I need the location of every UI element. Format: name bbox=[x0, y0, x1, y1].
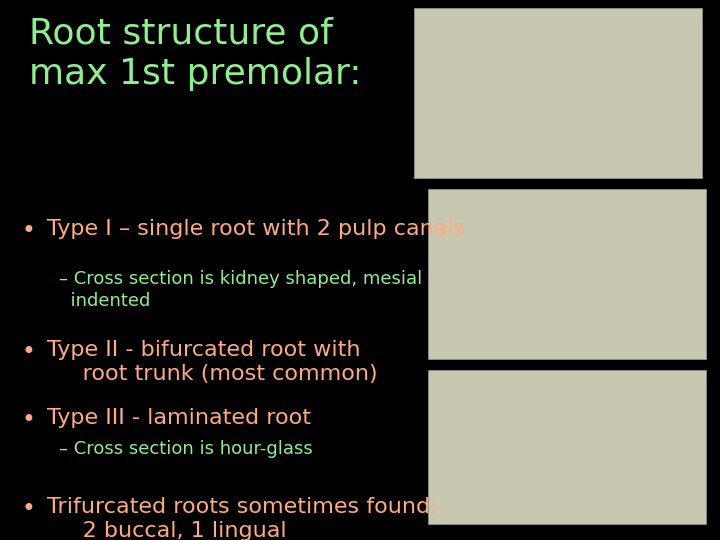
Bar bbox=[428, 370, 706, 524]
Text: – Cross section is hour-glass: – Cross section is hour-glass bbox=[59, 440, 312, 458]
Text: •: • bbox=[22, 340, 35, 364]
Bar bbox=[414, 8, 702, 178]
Text: •: • bbox=[22, 497, 35, 521]
Text: – Cross section is kidney shaped, mesial
  indented: – Cross section is kidney shaped, mesial… bbox=[59, 270, 423, 309]
Text: Type II - bifurcated root with
     root trunk (most common): Type II - bifurcated root with root trun… bbox=[47, 340, 377, 384]
Text: Type I – single root with 2 pulp canals: Type I – single root with 2 pulp canals bbox=[47, 219, 465, 239]
Text: •: • bbox=[22, 219, 35, 242]
Text: Trifurcated roots sometimes found:
     2 buccal, 1 lingual: Trifurcated roots sometimes found: 2 buc… bbox=[47, 497, 438, 540]
Text: Root structure of
max 1st premolar:: Root structure of max 1st premolar: bbox=[29, 16, 361, 91]
Text: Type III - laminated root: Type III - laminated root bbox=[47, 408, 311, 428]
Bar bbox=[428, 189, 706, 359]
Text: •: • bbox=[22, 408, 35, 431]
